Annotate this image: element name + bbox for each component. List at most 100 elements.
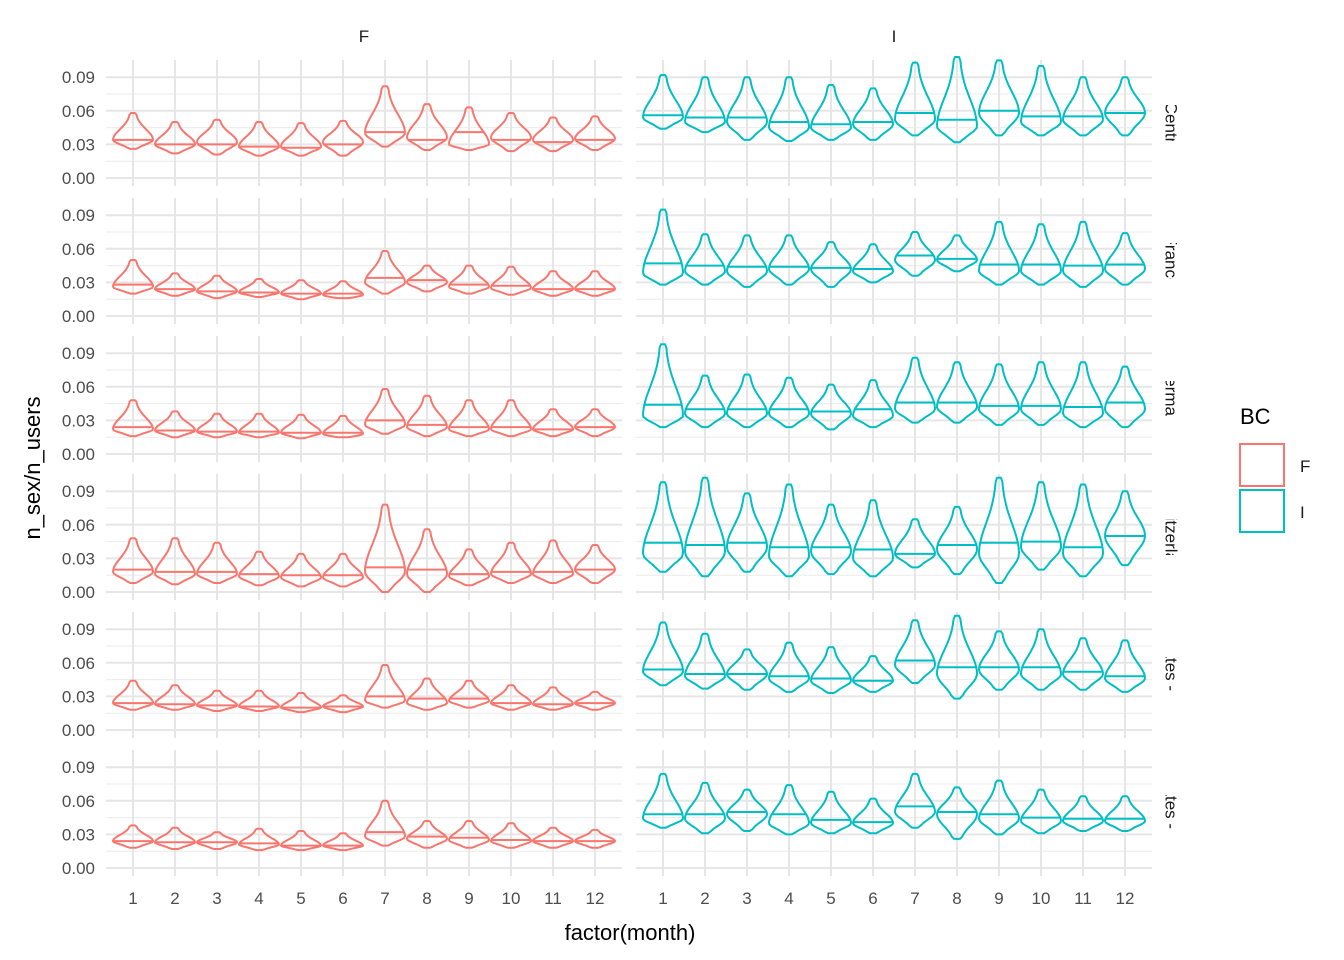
x-tick-label: 11 [1074,889,1092,908]
violin-F-row5-month-8 [406,820,448,849]
legend: BC F I [1239,404,1310,533]
violin-I-row0-month-5 [810,84,852,141]
violin-F-row3-month-8 [406,528,448,593]
y-axis-title: n_sex/n_users [20,396,45,539]
violin-I-row2-month-4 [768,376,810,429]
violin-I-row5-month-1 [642,772,684,829]
y-tick-label: 0.03 [62,135,95,154]
y-tick-label: 0.00 [62,307,95,326]
strip-col-I: I [892,27,897,46]
violin-F-row2-month-3 [196,412,238,439]
y-tick-label: 0.09 [62,344,95,363]
violin-F-row2-month-8 [406,394,448,438]
violin-F-row0-month-7 [364,85,406,148]
panel-F-5 [112,799,616,852]
y-tick-label: 0.09 [62,620,95,639]
violin-F-row1-month-4 [238,278,280,298]
violin-F-row3-month-11 [532,539,574,584]
panel-I-0 [642,56,1146,144]
facet-strips: F Iil - Central-\ France Germany Switzerland… [359,27,1181,855]
panel-grid [636,612,1152,738]
violin-F-row3-month-7 [364,503,406,593]
violin-F-row2-month-9 [448,399,490,438]
violin-I-row3-month-3 [726,492,768,573]
y-tick-label: 0.03 [62,825,95,844]
x-tick-label: 10 [502,889,521,908]
x-tick-label: 2 [700,889,709,908]
violin-F-row2-month-1 [112,399,154,438]
panel-grid [106,336,622,462]
violin-I-row0-month-2 [684,76,726,134]
y-tick-label: 0.00 [62,859,95,878]
violin-F-row2-month-6 [322,414,364,439]
x-tick-label: 9 [994,889,1003,908]
strip-col-F: F [359,27,369,46]
violin-F-row2-month-4 [238,412,280,439]
violin-F-row3-month-2 [154,537,196,586]
x-tick-label: 4 [254,889,263,908]
violin-I-row5-month-11 [1062,795,1104,832]
x-tick-label: 3 [742,889,751,908]
violin-F-row2-month-11 [532,408,574,438]
violin-I-row4-month-2 [684,632,726,690]
legend-key-f [1239,443,1285,487]
violin-I-row4-month-3 [726,648,768,691]
violin-I-row0-month-3 [726,76,768,141]
x-tick-label: 5 [826,889,835,908]
violin-F-row1-month-1 [112,259,154,295]
violin-I-row0-month-10 [1020,65,1062,137]
y-tick-label: 0.06 [62,102,95,121]
y-tick-label: 0.09 [62,482,95,501]
violin-F-row0-month-10 [490,112,532,153]
violin-I-row4-month-4 [768,641,810,693]
violin-F-row4-month-4 [238,689,280,712]
violin-I-row5-month-2 [684,781,726,835]
violin-I-row3-month-5 [810,503,852,576]
violin-I-row0-month-11 [1062,76,1104,137]
x-tick-label: 11 [544,889,562,908]
x-tick-label: 4 [784,889,793,908]
panel-grid [106,612,622,738]
panel-grid [106,474,622,600]
violin-I-row3-month-11 [1062,483,1104,578]
violin-I-row5-month-8 [936,786,978,840]
panel-grid [636,198,1152,324]
violin-I-row5-month-4 [768,784,810,836]
violin-I-row2-month-6 [852,379,894,429]
y-tick-label: 0.03 [62,549,95,568]
violin-F-row0-month-5 [280,122,322,157]
strip-row-5: States - No [1162,770,1181,855]
violin-F-row3-month-12 [574,544,616,584]
panel-F-3 [112,503,616,593]
x-axis-title: factor(month) [565,920,696,945]
panel-F-2 [112,388,616,440]
x-tick-label: 7 [910,889,919,908]
legend-label-f: F [1300,457,1310,476]
panel-I-3 [642,476,1146,584]
y-tick-label: 0.00 [62,445,95,464]
violin-F-row0-month-1 [112,112,154,150]
panel-grid [106,198,622,324]
violin-I-row4-month-10 [1020,628,1062,691]
violin-I-row2-month-5 [810,383,852,431]
x-tick-label: 5 [296,889,305,908]
violin-I-row4-month-5 [810,646,852,694]
panel-I-1 [642,208,1146,288]
legend-title: BC [1240,404,1271,429]
x-tick-label: 10 [1032,889,1051,908]
violin-I-row3-month-2 [684,476,726,578]
violin-I-row1-month-3 [726,234,768,288]
strip-row-2: Germany [1162,364,1181,434]
x-tick-label: 8 [422,889,431,908]
violin-F-row4-month-7 [364,664,406,709]
violin-I-row0-month-9 [978,59,1020,137]
violin-I-row0-month-12 [1104,76,1146,137]
violin-I-row1-month-7 [894,231,936,277]
panel-F-1 [112,250,616,301]
facet-panels [106,56,1152,876]
violin-I-row1-month-9 [978,220,1020,286]
panel-I-4 [642,614,1146,700]
panel-grid [636,474,1152,600]
violin-I-row4-month-7 [894,619,936,684]
